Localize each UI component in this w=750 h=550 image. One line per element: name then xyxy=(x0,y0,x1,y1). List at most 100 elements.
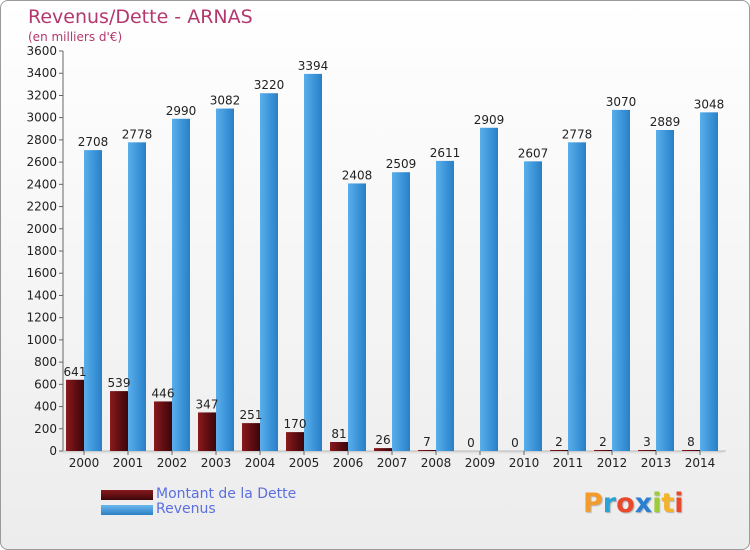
bar-revenue xyxy=(128,142,146,452)
bar-debt xyxy=(374,448,392,451)
data-label-revenue: 2990 xyxy=(166,104,197,118)
data-label-revenue: 2408 xyxy=(342,168,373,182)
bar-debt xyxy=(286,432,304,451)
x-tick-label: 2005 xyxy=(289,456,320,470)
legend-swatch-debt xyxy=(101,490,153,500)
bar-debt xyxy=(594,450,612,451)
data-label-revenue: 2611 xyxy=(430,146,461,160)
data-label-debt: 8 xyxy=(687,435,695,449)
bar-debt xyxy=(638,450,656,451)
x-tick-label: 2007 xyxy=(377,456,408,470)
y-tick-label: 2600 xyxy=(26,155,57,169)
bar-revenue xyxy=(392,172,410,451)
bar-revenue xyxy=(524,161,542,452)
bar-revenue xyxy=(260,93,278,451)
y-tick-label: 2200 xyxy=(26,200,57,214)
data-label-debt: 81 xyxy=(331,427,346,441)
y-tick-label: 1000 xyxy=(26,333,57,347)
y-tick-label: 1400 xyxy=(26,288,57,302)
bar-revenue xyxy=(568,142,586,452)
data-label-revenue: 2909 xyxy=(474,113,505,127)
data-label-debt: 0 xyxy=(511,436,519,450)
y-tick-label: 2000 xyxy=(26,222,57,236)
legend-label-revenue: Revenus xyxy=(156,501,216,517)
bar-revenue xyxy=(304,73,322,451)
x-tick-label: 2004 xyxy=(245,456,276,470)
legend-label-debt: Montant de la Dette xyxy=(156,486,297,502)
bar-debt xyxy=(330,442,348,451)
x-tick-label: 2010 xyxy=(509,456,540,470)
data-label-debt: 170 xyxy=(284,417,307,431)
data-label-revenue: 3220 xyxy=(254,78,285,92)
data-label-debt: 3 xyxy=(643,435,651,449)
x-tick-label: 2003 xyxy=(201,456,232,470)
bar-revenue xyxy=(348,183,366,451)
y-tick-label: 600 xyxy=(34,377,57,391)
bar-debt xyxy=(66,379,84,451)
x-tick-label: 2014 xyxy=(685,456,716,470)
x-tick-label: 2000 xyxy=(69,456,100,470)
chart-title: Revenus/Dette - ARNAS xyxy=(28,6,253,28)
chart-subtitle: (en milliers d'€) xyxy=(28,30,123,44)
bar-revenue xyxy=(216,108,234,452)
data-label-revenue: 2889 xyxy=(650,115,681,129)
x-tick-label: 2009 xyxy=(465,456,496,470)
bar-revenue xyxy=(172,118,190,452)
x-tick-label: 2006 xyxy=(333,456,364,470)
bar-debt xyxy=(154,401,172,451)
bar-revenue xyxy=(612,109,630,451)
bar-debt xyxy=(110,391,128,451)
y-tick-label: 1800 xyxy=(26,244,57,258)
data-label-revenue: 2607 xyxy=(518,146,549,160)
y-tick-label: 0 xyxy=(49,444,57,458)
bar-revenue xyxy=(656,130,674,451)
data-label-revenue: 2778 xyxy=(122,127,153,141)
data-label-debt: 2 xyxy=(599,435,607,449)
data-label-debt: 641 xyxy=(64,365,87,379)
data-label-debt: 2 xyxy=(555,435,563,449)
bar-debt xyxy=(550,450,568,451)
axes: 0200400600800100012001400160018002000220… xyxy=(26,44,726,470)
x-tick-label: 2008 xyxy=(421,456,452,470)
data-label-debt: 446 xyxy=(152,386,175,400)
data-label-revenue: 2708 xyxy=(78,135,109,149)
data-label-debt: 539 xyxy=(108,376,131,390)
y-tick-label: 2800 xyxy=(26,133,57,147)
x-tick-label: 2012 xyxy=(597,456,628,470)
y-tick-label: 2400 xyxy=(26,177,57,191)
x-tick-label: 2011 xyxy=(553,456,584,470)
data-label-revenue: 3394 xyxy=(298,59,329,73)
proxiti-logo: Proxiti xyxy=(583,488,684,519)
data-label-revenue: 2509 xyxy=(386,157,417,171)
y-tick-label: 400 xyxy=(34,400,57,414)
y-tick-label: 1600 xyxy=(26,266,57,280)
bar-revenue xyxy=(480,127,498,452)
x-tick-label: 2002 xyxy=(157,456,188,470)
data-label-debt: 251 xyxy=(240,408,263,422)
x-tick-label: 2013 xyxy=(641,456,672,470)
data-label-revenue: 3082 xyxy=(210,94,241,108)
bars xyxy=(66,73,718,452)
bar-revenue xyxy=(700,112,718,451)
data-labels: 641 539 446 347 251 170 81 26 7 0 0 2 2 3 8 2708 2778 299… xyxy=(64,59,725,450)
data-label-debt: 347 xyxy=(196,397,219,411)
bar-debt xyxy=(418,450,436,451)
bar-debt xyxy=(242,423,260,451)
x-tick-label: 2001 xyxy=(113,456,144,470)
data-label-debt: 0 xyxy=(467,436,475,450)
bar-revenue xyxy=(436,160,454,451)
y-tick-label: 200 xyxy=(34,422,57,436)
y-tick-label: 3000 xyxy=(26,111,57,125)
bar-revenue xyxy=(84,150,102,451)
data-label-revenue: 3070 xyxy=(606,95,637,109)
y-tick-label: 3200 xyxy=(26,88,57,102)
y-tick-label: 800 xyxy=(34,355,57,369)
data-label-debt: 7 xyxy=(423,435,431,449)
y-tick-label: 1200 xyxy=(26,311,57,325)
legend-swatch-revenue xyxy=(101,505,153,515)
data-label-debt: 26 xyxy=(375,433,390,447)
data-label-revenue: 2778 xyxy=(562,127,593,141)
y-tick-label: 3600 xyxy=(26,44,57,58)
